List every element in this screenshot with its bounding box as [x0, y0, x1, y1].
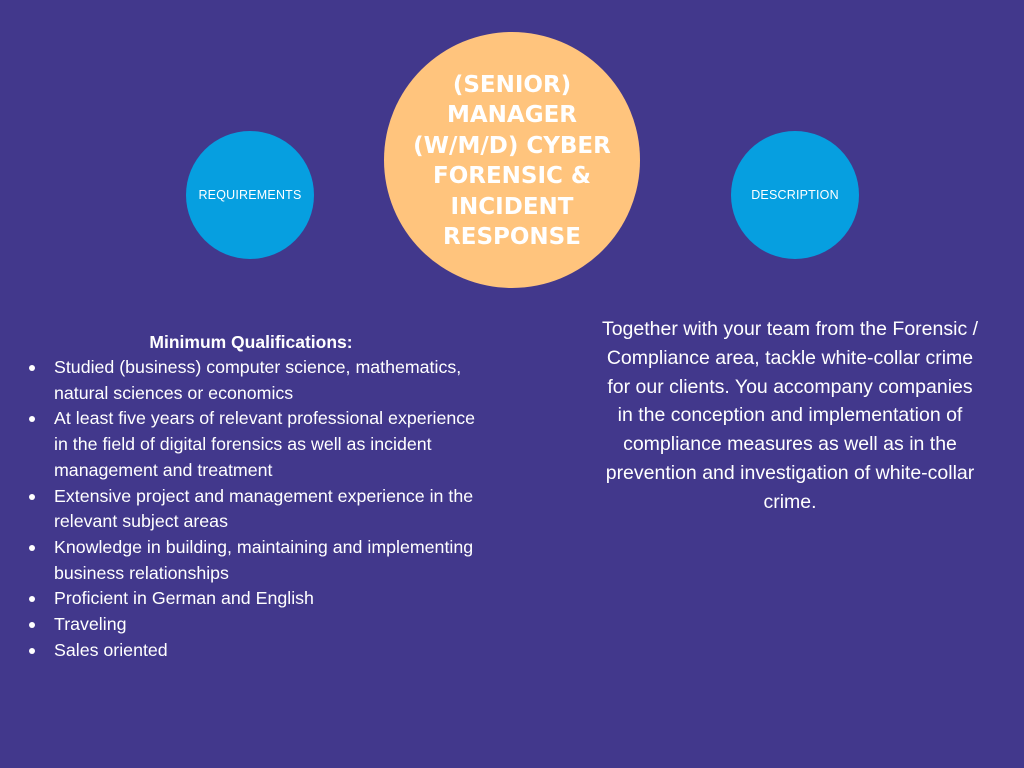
list-item: Sales oriented	[26, 638, 476, 664]
job-title-circle: (SENIOR) MANAGER (W/M/D) CYBER FORENSIC …	[384, 32, 640, 288]
list-item-text: Knowledge in building, maintaining and i…	[54, 536, 474, 583]
list-item-text: Studied (business) computer science, mat…	[54, 357, 462, 403]
description-circle: DESCRIPTION	[731, 131, 859, 259]
list-item-text: Traveling	[54, 614, 127, 635]
bullet-icon	[29, 365, 35, 371]
bullet-icon	[29, 493, 35, 500]
list-item: Traveling	[26, 612, 476, 638]
bullet-icon	[29, 596, 35, 603]
list-item: Extensive project and management experie…	[26, 484, 476, 535]
bullet-icon	[29, 544, 35, 551]
requirements-list: Studied (business) computer science, mat…	[26, 355, 476, 663]
list-item-text: Extensive project and management experie…	[54, 485, 474, 532]
requirements-heading: Minimum Qualifications:	[149, 332, 353, 352]
list-item-text: Sales oriented	[54, 639, 168, 660]
requirements-section: Minimum Qualifications: Studied (busines…	[26, 330, 476, 663]
bullet-icon	[29, 647, 35, 654]
bullet-icon	[29, 622, 35, 629]
requirements-circle: REQUIREMENTS	[186, 131, 314, 259]
requirements-label: REQUIREMENTS	[198, 188, 302, 202]
bullet-icon	[29, 416, 35, 423]
list-item-text: Proficient in German and English	[54, 588, 314, 609]
list-item: At least five years of relevant professi…	[26, 406, 476, 483]
list-item: Proficient in German and English	[26, 586, 476, 612]
list-item: Studied (business) computer science, mat…	[26, 355, 476, 406]
list-item: Knowledge in building, maintaining and i…	[26, 535, 476, 586]
description-text: Together with your team from the Forensi…	[601, 318, 979, 513]
list-item-text: At least five years of relevant professi…	[54, 408, 476, 480]
description-label: DESCRIPTION	[751, 188, 839, 202]
job-title: (SENIOR) MANAGER (W/M/D) CYBER FORENSIC …	[413, 71, 611, 251]
